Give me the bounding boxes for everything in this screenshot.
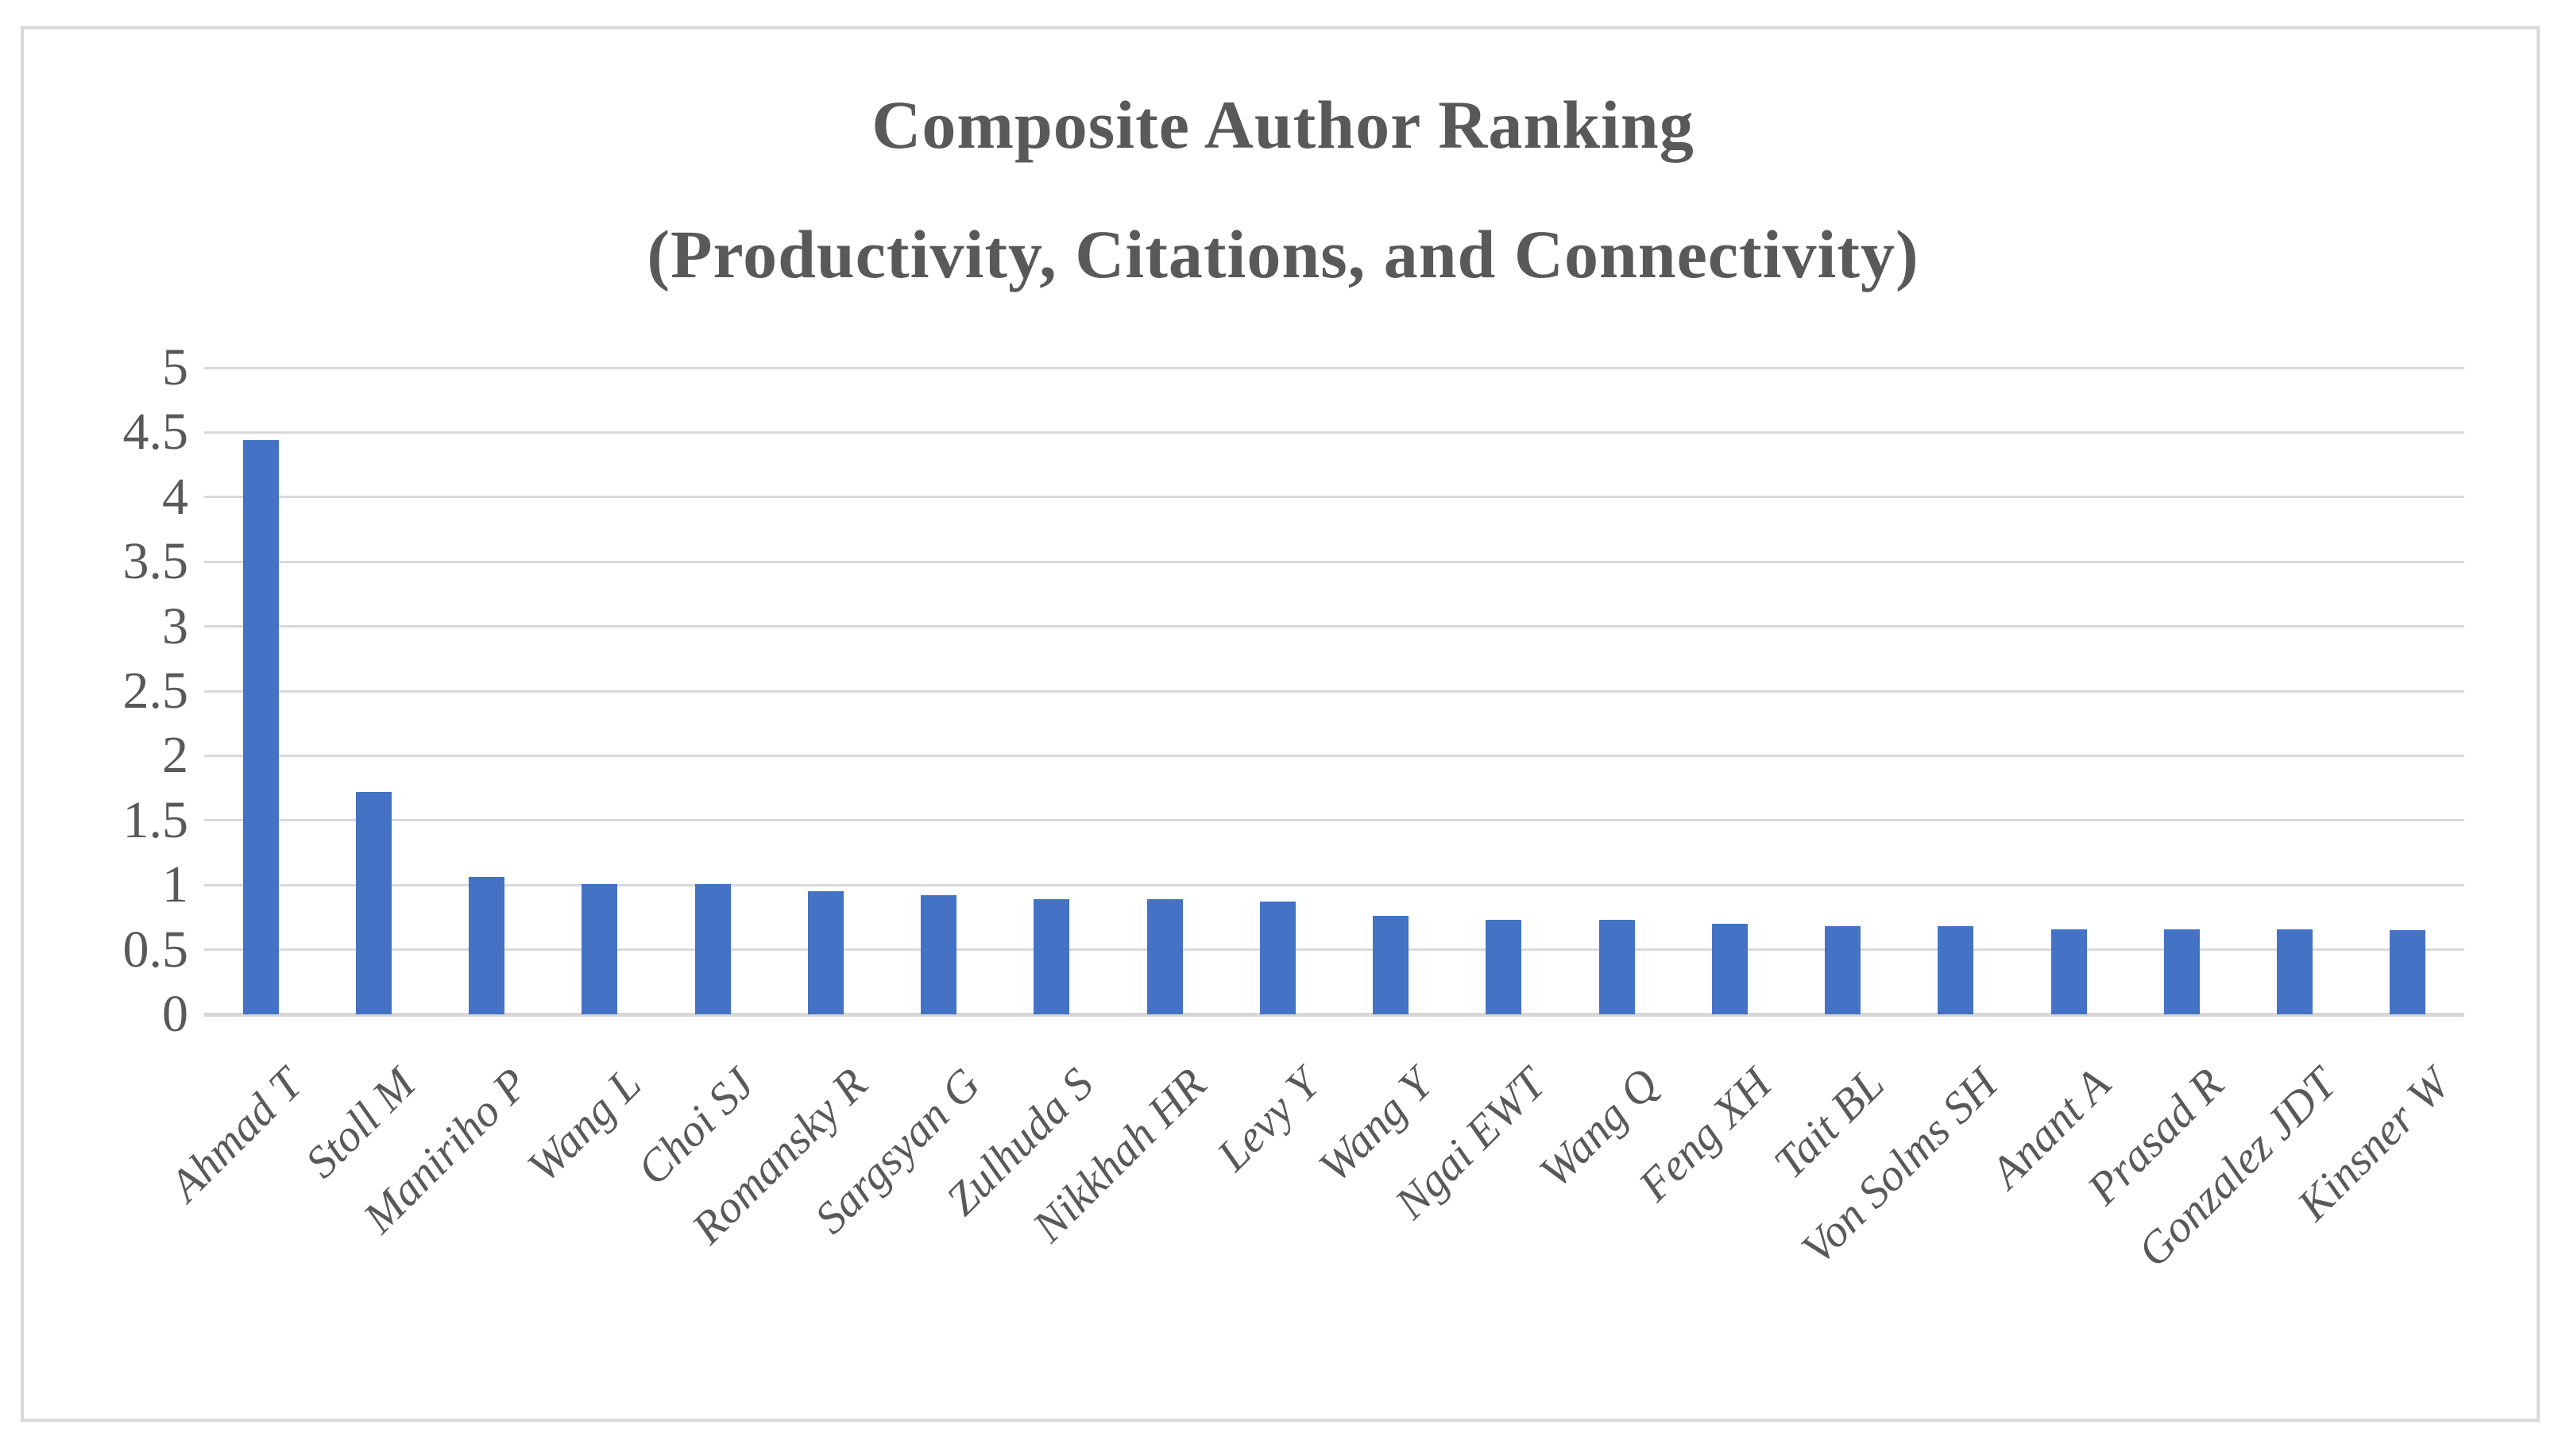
bar (807, 891, 844, 1014)
bar (1373, 916, 1409, 1014)
bar (2390, 930, 2426, 1014)
gridline (204, 496, 2464, 499)
x-category-label: Wang L (518, 1059, 651, 1192)
bar (2050, 929, 2087, 1014)
bar (1598, 920, 1635, 1014)
bar (1034, 899, 1070, 1014)
bar (355, 791, 392, 1014)
gridline (204, 431, 2464, 434)
y-tick-label: 2.5 (122, 662, 189, 720)
y-tick-label: 1.5 (122, 790, 189, 849)
y-tick-label: 5 (162, 338, 188, 396)
bar (2277, 929, 2313, 1014)
plot-area (204, 366, 2464, 1017)
x-axis-line (204, 1012, 2464, 1017)
x-category-label: Von Solms SH (1791, 1059, 2008, 1274)
gridline (204, 560, 2464, 563)
bar (694, 883, 731, 1014)
bar (1711, 924, 1748, 1014)
bar (1825, 926, 1861, 1014)
y-tick-label: 0.5 (122, 920, 189, 979)
gridline (204, 819, 2464, 822)
chart-title-line1: Composite Author Ranking (871, 87, 1695, 163)
chart-border-frame (21, 26, 2540, 1422)
x-category-label: Levy Y (1207, 1059, 1329, 1181)
bar (921, 895, 957, 1014)
bar (469, 877, 505, 1014)
y-tick-label: 3.5 (122, 532, 189, 591)
y-tick-label: 4 (162, 467, 188, 526)
y-tick-label: 2 (162, 726, 188, 785)
bar (1146, 899, 1183, 1014)
y-tick-label: 4.5 (122, 403, 189, 462)
bar (242, 440, 279, 1014)
gridline (204, 883, 2464, 886)
y-tick-label: 3 (162, 597, 188, 655)
chart-title-line2: (Productivity, Citations, and Connectivi… (647, 216, 1919, 292)
bar (2163, 929, 2200, 1014)
gridline (204, 948, 2464, 952)
chart-title: Composite Author Ranking (Productivity, … (0, 60, 2566, 319)
y-tick-label: 1 (162, 855, 188, 914)
gridline (204, 689, 2464, 693)
bar (1938, 926, 1974, 1014)
x-category-label: Ahmad T (160, 1059, 312, 1211)
bar (582, 883, 618, 1014)
y-tick-label: 0 (162, 985, 188, 1043)
gridline (204, 754, 2464, 757)
bar (1486, 920, 1522, 1014)
bar (1259, 902, 1296, 1014)
y-axis-tick-labels: 0 0.5 1 1.5 2 2.5 3 3.5 4 4.5 5 (0, 0, 189, 1456)
gridline (204, 625, 2464, 628)
gridline (204, 366, 2464, 369)
